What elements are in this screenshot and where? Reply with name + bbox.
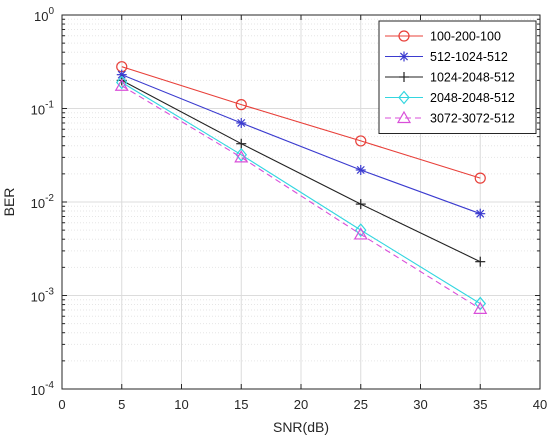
series-4 [115,75,487,311]
y-tick-label: 10-2 [31,193,55,211]
legend-label: 2048-2048-512 [430,91,515,105]
y-tick-label: 100 [34,6,54,24]
data-point [114,78,129,91]
data-point [355,164,366,175]
data-point [475,256,486,267]
legend-label: 3072-3072-512 [430,112,515,126]
marker-stroke [476,209,485,218]
x-tick-label: 40 [533,397,547,412]
y-tick-label: 10-3 [31,287,55,305]
x-tick-label: 20 [294,397,308,412]
data-point [115,75,128,90]
legend-marker [398,30,410,42]
marker-stroke [237,118,246,128]
legend: 100-200-100 512-1024-512 1024-2048-512 2048… [378,20,537,134]
data-point [355,199,366,210]
series-layer [114,61,488,314]
legend-label: 512-1024-512 [430,50,508,64]
data-point [235,147,248,162]
legend-entry: 512-1024-512 [385,50,508,64]
x-tick-label: 0 [58,397,65,412]
x-tick-label: 5 [118,397,125,412]
legend-entry: 100-200-100 [385,30,501,44]
legend-entry: 3072-3072-512 [385,110,515,126]
legend-label: 1024-2048-512 [430,71,515,85]
marker-stroke [117,70,126,79]
legend-label: 100-200-100 [430,30,501,44]
series-line [121,66,481,179]
x-tick-label: 10 [174,397,188,412]
data-point [473,301,488,314]
series-5 [114,78,488,314]
data-point [474,296,487,311]
x-tick-label: 25 [354,397,368,412]
data-point [355,135,367,147]
series-2 [116,69,486,219]
legend-entry: 1024-2048-512 [385,71,515,85]
data-point [474,172,486,184]
legend-marker [399,51,409,62]
data-point [354,223,367,238]
series-line [121,81,481,305]
legend-entry: 2048-2048-512 [385,90,515,105]
y-tick-label: 10-1 [31,100,55,118]
data-point [235,99,247,111]
series-line [121,79,481,263]
legend-marker [396,110,412,124]
data-point [353,227,368,240]
legend-marker [398,90,410,105]
data-point [236,117,247,128]
x-tick-label: 35 [473,397,487,412]
marker-stroke [356,165,365,175]
data-point [234,150,249,163]
x-tick-label: 15 [234,397,248,412]
legend-marker [399,72,409,82]
marker-stroke [399,52,409,61]
series-1 [116,61,486,184]
series-line [121,85,481,310]
series-line [121,74,481,215]
data-point [475,208,486,219]
series-3 [116,75,486,267]
x-tick-label: 30 [413,397,427,412]
ticks: 0 5 10 15 20 25 30 35 40 100 10-1 10-2 10-3 10-4 [31,6,548,412]
y-axis-label: BER [1,188,17,217]
data-point [236,138,247,149]
x-axis-label: SNR(dB) [273,419,329,435]
y-tick-label: 10-4 [31,380,55,398]
